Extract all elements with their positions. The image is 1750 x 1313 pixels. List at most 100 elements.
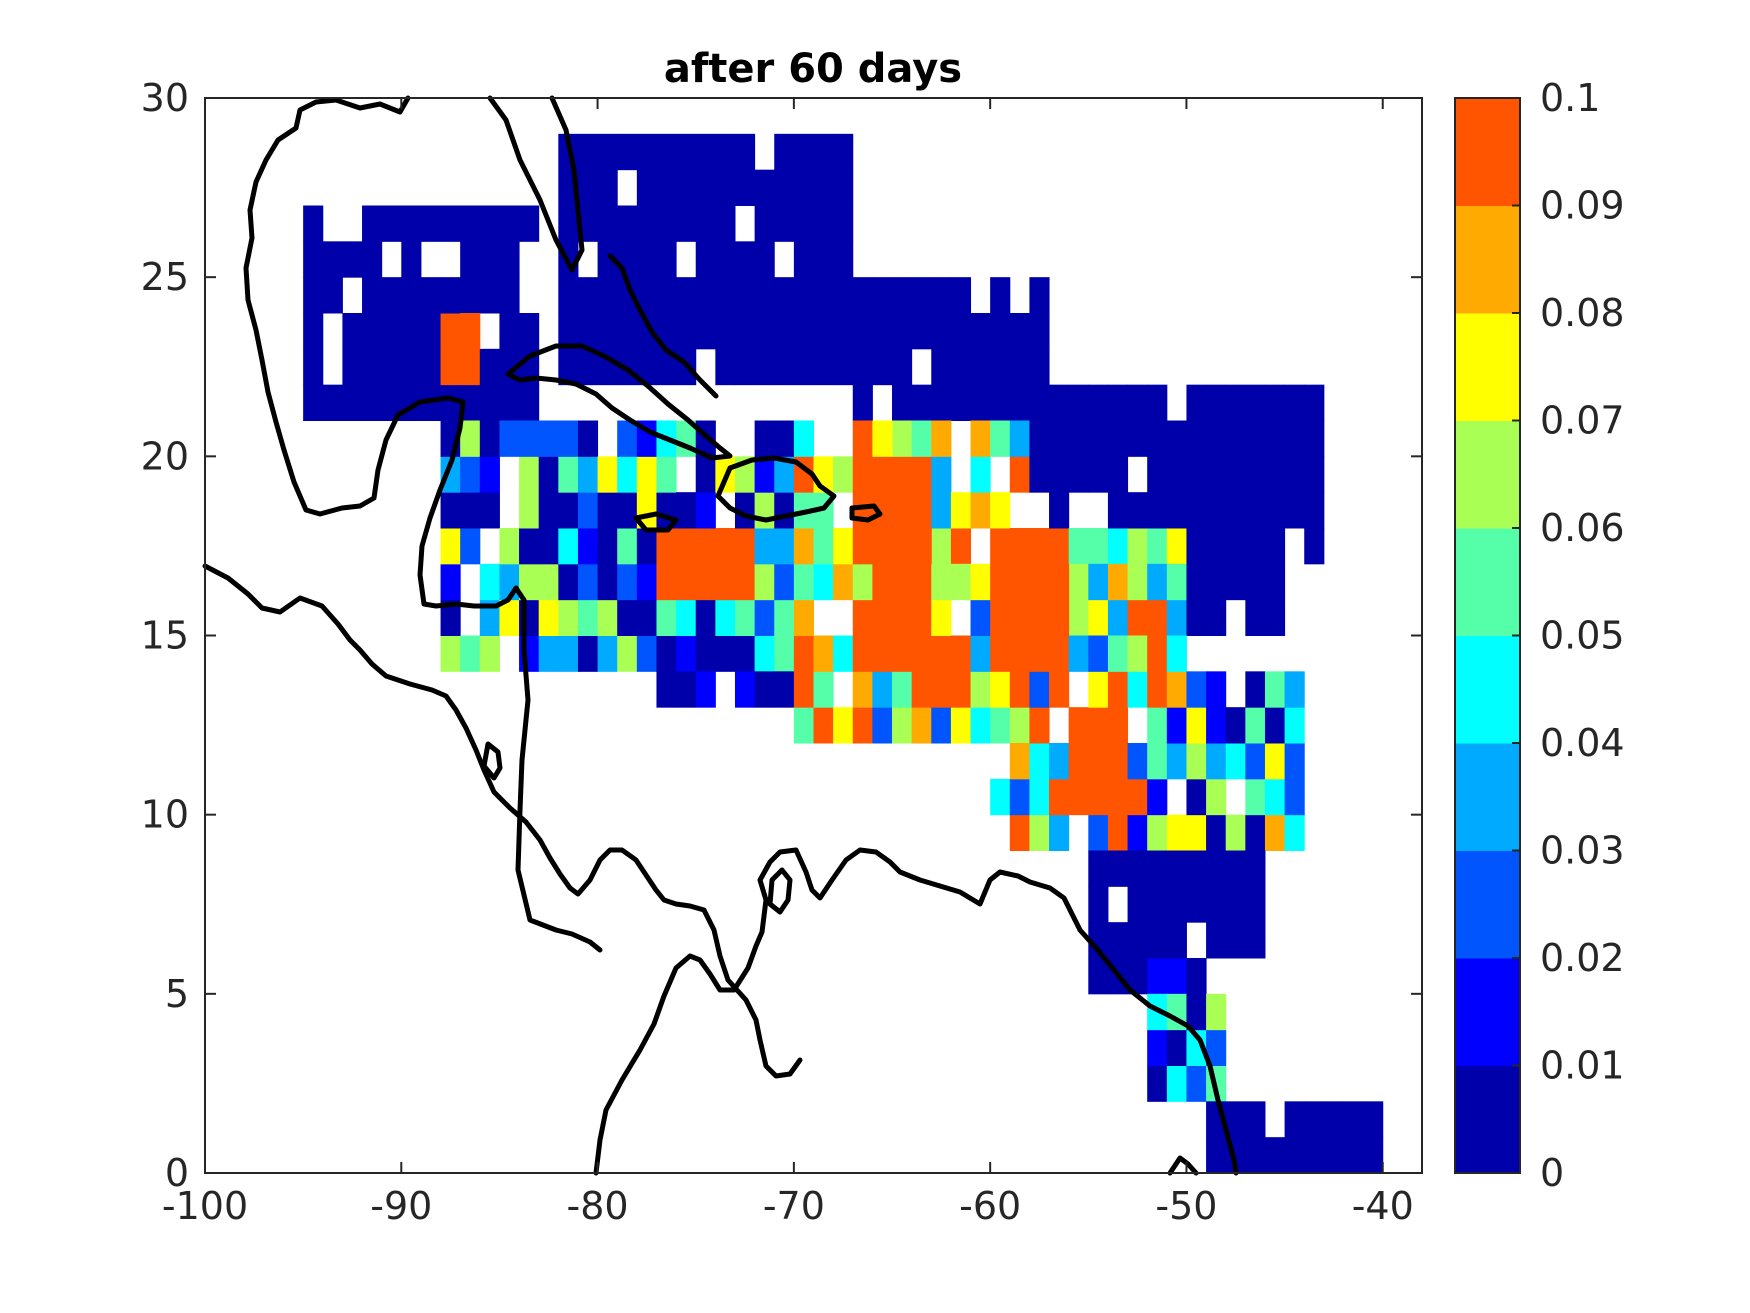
- heatmap-cell: [1245, 922, 1266, 959]
- heatmap-cell: [833, 205, 854, 242]
- heatmap-cell: [793, 313, 814, 350]
- heatmap-cell: [695, 563, 716, 601]
- heatmap-cell: [1009, 778, 1030, 816]
- heatmap-cell: [872, 420, 893, 457]
- heatmap-cell: [636, 528, 657, 565]
- heatmap-cell: [538, 599, 559, 636]
- heatmap-cell: [990, 635, 1011, 672]
- heatmap-cell: [479, 348, 500, 386]
- heatmap-cell: [440, 313, 461, 350]
- heatmap-cell: [1284, 743, 1305, 780]
- heatmap-cell: [1049, 384, 1070, 421]
- heatmap-cell: [1206, 743, 1227, 780]
- heatmap-cell: [597, 133, 618, 171]
- heatmap-cell: [1107, 528, 1129, 565]
- heatmap-cell: [1225, 743, 1246, 780]
- heatmap-cell: [931, 313, 952, 350]
- y-tick-label: 20: [141, 434, 189, 478]
- heatmap-cell: [1206, 814, 1227, 851]
- heatmap-cell: [1166, 743, 1187, 780]
- heatmap-cell: [1147, 420, 1168, 457]
- heatmap-cell: [970, 671, 991, 708]
- heatmap-cell: [1186, 599, 1207, 636]
- heatmap-cell: [440, 277, 461, 314]
- heatmap-cell: [1147, 958, 1168, 995]
- coastline-south-america-north: [593, 847, 1239, 1176]
- heatmap-cell: [1284, 707, 1305, 744]
- heatmap-cell: [1068, 778, 1089, 816]
- heatmap-cell: [833, 456, 854, 493]
- heatmap-cell: [892, 420, 913, 457]
- heatmap-cell: [303, 241, 324, 278]
- heatmap-cell: [813, 205, 834, 242]
- colorbar-tick-label: 0.04: [1540, 721, 1625, 765]
- heatmap-cell: [597, 528, 618, 565]
- heatmap-cell: [460, 384, 481, 421]
- heatmap-cell: [754, 277, 775, 314]
- heatmap-cell: [1323, 1101, 1344, 1138]
- heatmap-cell: [577, 313, 599, 350]
- heatmap-cell: [656, 348, 677, 386]
- heatmap-cell: [1107, 492, 1129, 529]
- heatmap-cell: [872, 277, 893, 314]
- heatmap-cell: [577, 492, 599, 529]
- heatmap-cell: [872, 563, 893, 601]
- heatmap-cell: [479, 420, 500, 457]
- heatmap-cell: [833, 313, 854, 350]
- heatmap-cell: [1029, 348, 1050, 386]
- heatmap-cell: [950, 277, 972, 314]
- heatmap-cell: [734, 277, 756, 314]
- heatmap-cell: [892, 563, 913, 601]
- colorbar-tick-label: 0.08: [1540, 291, 1625, 335]
- heatmap-cell: [1088, 886, 1109, 923]
- heatmap-cell: [695, 241, 716, 278]
- heatmap-cell: [852, 635, 873, 672]
- heatmap-cell: [1088, 599, 1109, 636]
- heatmap-cell: [1088, 850, 1109, 887]
- heatmap-cell: [813, 635, 834, 672]
- heatmap-cell: [1068, 599, 1089, 636]
- heatmap-cell: [1029, 814, 1050, 851]
- heatmap-cell: [1068, 563, 1089, 601]
- y-tick-label: 25: [141, 255, 189, 299]
- heatmap-cell: [990, 420, 1011, 457]
- heatmap-cell: [636, 169, 657, 206]
- heatmap-cell: [636, 492, 657, 529]
- heatmap-cell: [1245, 456, 1266, 493]
- heatmap-cell: [1225, 1101, 1246, 1138]
- heatmap-cell: [1245, 420, 1266, 457]
- heatmap-cell: [1264, 528, 1286, 565]
- heatmap-cell: [1284, 384, 1305, 421]
- heatmap-cell: [950, 563, 972, 601]
- heatmap-cell: [1147, 635, 1168, 672]
- heatmap-cell: [1009, 814, 1030, 851]
- heatmap-cell: [1009, 384, 1030, 421]
- heatmap-cell: [1068, 635, 1089, 672]
- heatmap-cell: [695, 133, 716, 171]
- heatmap-cell: [381, 313, 402, 350]
- heatmap-cell: [577, 205, 599, 242]
- heatmap-cell: [597, 169, 618, 206]
- heatmap-cell: [1088, 563, 1109, 601]
- heatmap-cell: [852, 313, 873, 350]
- heatmap-cell: [754, 348, 775, 386]
- heatmap-cell: [1088, 707, 1109, 744]
- colorbar-tick-label: 0.07: [1540, 399, 1625, 443]
- heatmap-cell: [401, 241, 422, 278]
- heatmap-cell: [460, 456, 481, 493]
- y-tick-label: 10: [141, 793, 189, 837]
- heatmap-cell: [479, 241, 500, 278]
- heatmap-cell: [1107, 850, 1129, 887]
- heatmap-cell: [676, 671, 697, 708]
- heatmap-cell: [754, 313, 775, 350]
- heatmap-cell: [1107, 420, 1129, 457]
- heatmap-cell: [1147, 528, 1168, 565]
- heatmap-cell: [950, 384, 972, 421]
- heatmap-cell: [1186, 563, 1207, 601]
- heatmap-cell: [1127, 814, 1148, 851]
- heatmap-cell: [1166, 635, 1187, 672]
- heatmap-cell: [1147, 492, 1168, 529]
- heatmap-cell: [931, 348, 952, 386]
- heatmap-cell: [892, 671, 913, 708]
- heatmap-cell: [695, 205, 716, 242]
